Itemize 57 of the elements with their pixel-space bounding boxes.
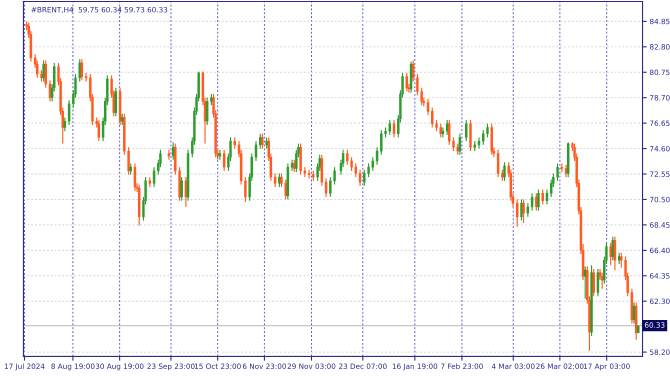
candlestick xyxy=(388,119,392,136)
candlestick xyxy=(392,119,396,138)
candlestick xyxy=(333,166,336,186)
candlestick xyxy=(312,170,315,182)
candlestick xyxy=(520,198,523,222)
candlestick xyxy=(546,188,548,205)
candlestick xyxy=(346,149,349,166)
candlestick xyxy=(168,149,170,160)
candlestick xyxy=(420,87,423,106)
candlestick xyxy=(363,169,366,186)
candlestick xyxy=(503,162,506,182)
candlestick xyxy=(184,176,188,208)
candlestick xyxy=(522,198,525,224)
candlestick xyxy=(556,162,559,182)
candlestick xyxy=(350,156,353,172)
candlestick xyxy=(496,149,500,178)
candlestick xyxy=(206,97,208,126)
candlestick xyxy=(80,58,84,81)
candlestick xyxy=(114,87,118,117)
candlestick xyxy=(620,252,623,268)
candlestick xyxy=(222,149,226,172)
candlestick xyxy=(180,176,183,202)
candlestick xyxy=(516,198,518,228)
candlestick xyxy=(152,166,156,188)
candlestick xyxy=(372,156,374,172)
candlestick xyxy=(592,268,595,297)
candlestick xyxy=(174,143,177,176)
candlestick xyxy=(320,154,324,186)
candlestick xyxy=(465,119,468,142)
candlestick xyxy=(134,162,136,192)
candlestick xyxy=(384,126,387,138)
candlestick xyxy=(329,176,332,198)
candlestick xyxy=(537,188,540,212)
candlestick xyxy=(261,133,264,150)
candlestick xyxy=(274,172,276,188)
candlestick xyxy=(530,192,534,212)
candlestick xyxy=(98,119,100,142)
candlestick xyxy=(127,146,130,176)
candlestick xyxy=(442,126,444,138)
candlestick xyxy=(354,162,358,178)
candlestick xyxy=(469,119,472,152)
candlestick xyxy=(458,133,462,156)
candlestick xyxy=(596,268,600,297)
candlestick xyxy=(64,116,66,132)
candlestick xyxy=(299,143,302,176)
candlestick xyxy=(490,123,493,156)
candlestick xyxy=(614,236,616,271)
candlestick xyxy=(367,162,370,178)
candlestick xyxy=(541,188,544,205)
candlestick xyxy=(324,178,328,198)
candlestick xyxy=(218,149,222,160)
candlestick xyxy=(358,169,362,186)
candlestick xyxy=(486,123,489,138)
candlestick xyxy=(129,162,132,176)
candlestick xyxy=(148,176,152,188)
candlestick xyxy=(478,136,480,150)
candlestick xyxy=(526,202,530,218)
